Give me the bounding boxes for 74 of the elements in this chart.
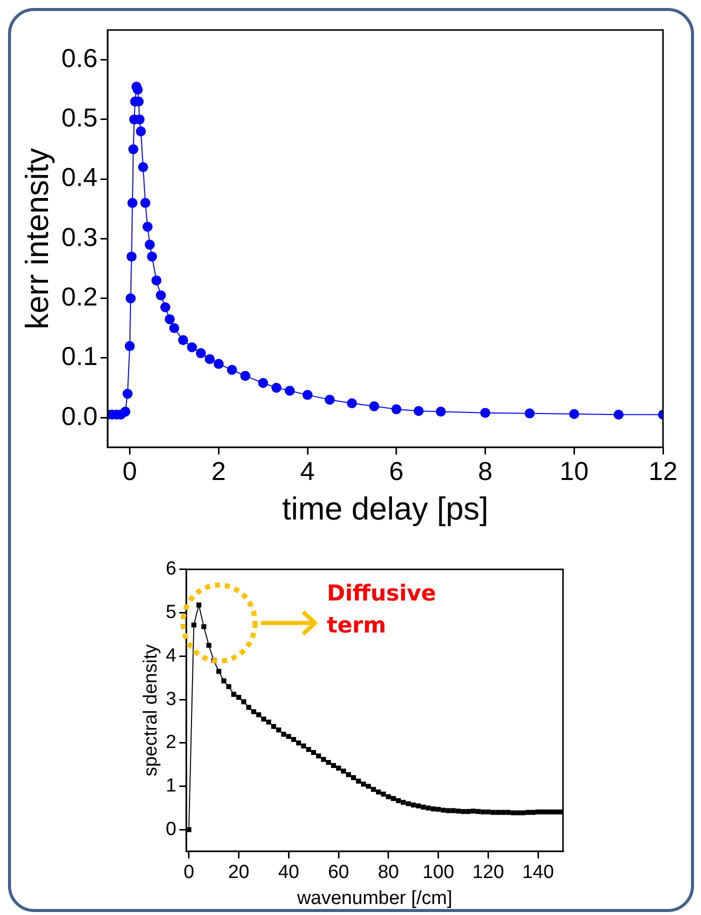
annotation: Diffusive term	[326, 582, 436, 639]
x-axis-title: wavenumber [/cm]	[296, 888, 452, 909]
point	[122, 388, 133, 399]
point	[302, 390, 313, 400]
y-tick-label: 0	[166, 818, 176, 840]
point	[132, 84, 143, 95]
point	[480, 408, 490, 418]
x-tick-label: 0	[122, 456, 137, 486]
point	[156, 290, 166, 300]
x-tick-label: 4	[300, 456, 315, 486]
y-tick-label: 0.4	[61, 162, 98, 192]
point	[120, 406, 130, 417]
x-tick-label: 10	[560, 456, 589, 486]
point	[151, 275, 162, 286]
point	[324, 394, 335, 405]
point	[226, 364, 237, 375]
point	[160, 302, 170, 312]
x-tick-label: 40	[278, 862, 300, 884]
y-tick-label: 0.2	[61, 282, 98, 312]
point	[214, 358, 224, 369]
y-tick-label: 1	[166, 776, 176, 797]
point	[414, 406, 424, 416]
x-tick-label: 20	[228, 862, 250, 884]
point	[164, 314, 175, 324]
point	[138, 162, 148, 172]
y-tick-label: 0.5	[61, 102, 98, 133]
y-tick-label: 2	[166, 732, 176, 754]
point	[126, 293, 136, 304]
point	[369, 401, 380, 412]
point	[614, 410, 624, 420]
y-axis-title: kerr intensity	[19, 148, 56, 330]
point	[284, 386, 295, 396]
y-tick-label: 0.3	[61, 222, 98, 252]
point	[169, 323, 180, 334]
y-tick-label: 0.6	[61, 42, 98, 73]
x-tick-label: 12	[648, 456, 678, 486]
point	[144, 240, 155, 250]
y-tick-label: 5	[166, 602, 176, 624]
point	[136, 126, 146, 136]
point	[524, 408, 535, 418]
point	[124, 341, 135, 352]
point	[146, 252, 157, 262]
x-tick-label: 0	[184, 862, 194, 884]
y-tick-label: 6	[166, 558, 176, 580]
point	[140, 198, 150, 208]
point	[436, 406, 446, 417]
y-axis-title: spectral density	[140, 644, 162, 776]
point	[126, 252, 137, 262]
x-tick-label: 2	[211, 456, 226, 486]
point	[128, 144, 138, 154]
y-tick-label: 4	[166, 645, 177, 666]
point	[391, 404, 402, 414]
x-tick-label: 8	[478, 456, 492, 486]
point	[271, 382, 282, 393]
point	[178, 335, 188, 346]
x-tick-label: 60	[328, 862, 350, 884]
x-tick-label: 80	[378, 862, 399, 884]
x-tick-label: 140	[522, 862, 554, 884]
x-tick-label: 100	[422, 862, 454, 884]
x-tick-label: 6	[389, 456, 404, 486]
y-tick-label: 3	[166, 688, 176, 710]
point	[204, 354, 215, 364]
point	[196, 348, 206, 358]
y-tick-label: 0.0	[61, 400, 98, 431]
point	[127, 198, 138, 208]
x-tick-label: 120	[472, 862, 504, 884]
point	[346, 398, 357, 408]
point	[240, 370, 250, 381]
point	[569, 409, 580, 420]
point	[186, 342, 197, 352]
point	[258, 378, 268, 388]
x-axis-title: time delay [ps]	[282, 490, 488, 527]
point	[142, 222, 153, 232]
y-tick-label: 0.1	[61, 341, 98, 372]
